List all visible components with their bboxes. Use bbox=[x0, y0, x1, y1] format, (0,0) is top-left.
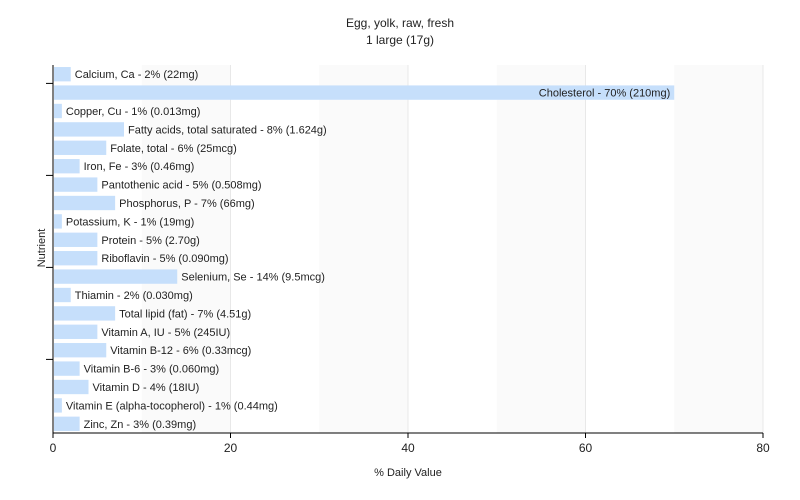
x-tick-label: 60 bbox=[579, 441, 593, 455]
bar-value-label: Iron, Fe - 3% (0.46mg) bbox=[84, 161, 195, 173]
bar bbox=[54, 398, 62, 413]
bar-value-label: Cholesterol - 70% (210mg) bbox=[539, 88, 670, 100]
bar-value-label: Vitamin D - 4% (18IU) bbox=[93, 382, 200, 394]
bar-value-label: Calcium, Ca - 2% (22mg) bbox=[75, 69, 198, 81]
grid-band bbox=[585, 65, 675, 433]
bar-value-label: Riboflavin - 5% (0.090mg) bbox=[101, 253, 228, 265]
bar bbox=[54, 103, 62, 119]
grid-band bbox=[141, 65, 231, 433]
bars bbox=[54, 67, 675, 431]
bar-value-label: Thiamin - 2% (0.030mg) bbox=[75, 290, 193, 302]
bar bbox=[54, 343, 107, 358]
grid-band bbox=[230, 65, 320, 433]
bar bbox=[54, 195, 116, 211]
bar bbox=[54, 306, 116, 321]
bar-value-label: Folate, total - 6% (25mcg) bbox=[110, 143, 237, 155]
chart-title: Egg, yolk, raw, fresh bbox=[346, 16, 454, 30]
bar bbox=[54, 287, 71, 303]
bar bbox=[54, 140, 107, 155]
grid-band bbox=[319, 65, 408, 433]
bar-value-label: Pantothenic acid - 5% (0.508mg) bbox=[101, 180, 261, 192]
bar bbox=[54, 67, 71, 82]
x-axis-title: % Daily Value bbox=[374, 467, 442, 479]
bar-labels: Calcium, Ca - 2% (22mg) Cholesterol - 70%… bbox=[66, 69, 670, 431]
bar bbox=[54, 177, 98, 192]
grid-band bbox=[408, 65, 497, 433]
bar-value-label: Zinc, Zn - 3% (0.39mg) bbox=[84, 419, 196, 431]
bar-value-label: Copper, Cu - 1% (0.013mg) bbox=[66, 106, 201, 118]
bar bbox=[54, 269, 178, 284]
bar bbox=[54, 85, 675, 100]
bar-value-label: Vitamin A, IU - 5% (245IU) bbox=[101, 327, 230, 339]
chart-subtitle: 1 large (17g) bbox=[366, 33, 434, 47]
x-tick-label: 40 bbox=[401, 441, 415, 455]
bar-value-label: Fatty acids, total saturated - 8% (1.624… bbox=[128, 124, 327, 136]
axes: 0 20 40 60 80 bbox=[46, 65, 770, 455]
y-axis-title: Nutrient bbox=[36, 229, 48, 268]
bar-value-label: Vitamin B-6 - 3% (0.060mg) bbox=[84, 364, 220, 376]
x-tick-label: 20 bbox=[224, 441, 238, 455]
bar bbox=[54, 379, 89, 395]
x-tick-label: 80 bbox=[756, 441, 770, 455]
bar-value-label: Phosphorus, P - 7% (66mg) bbox=[119, 198, 255, 210]
bar bbox=[54, 232, 98, 247]
x-tick-label: 0 bbox=[50, 441, 57, 455]
bar bbox=[54, 416, 80, 431]
bar-value-label: Protein - 5% (2.70g) bbox=[101, 235, 199, 247]
bar bbox=[54, 214, 62, 229]
bar bbox=[54, 361, 80, 376]
bar-value-label: Vitamin B-12 - 6% (0.33mcg) bbox=[110, 345, 251, 357]
bar bbox=[54, 122, 124, 137]
grid-band bbox=[53, 65, 142, 433]
bar-value-label: Potassium, K - 1% (19mg) bbox=[66, 216, 194, 228]
grid-band bbox=[674, 65, 763, 433]
grid-lines bbox=[53, 65, 764, 433]
bar-value-label: Selenium, Se - 14% (9.5mcg) bbox=[181, 272, 325, 284]
bar-value-label: Vitamin E (alpha-tocopherol) - 1% (0.44m… bbox=[66, 400, 278, 412]
bar bbox=[54, 159, 80, 174]
bar bbox=[54, 251, 98, 266]
bar bbox=[54, 324, 98, 339]
grid-band bbox=[496, 65, 586, 433]
bar-value-label: Total lipid (fat) - 7% (4.51g) bbox=[119, 308, 251, 320]
